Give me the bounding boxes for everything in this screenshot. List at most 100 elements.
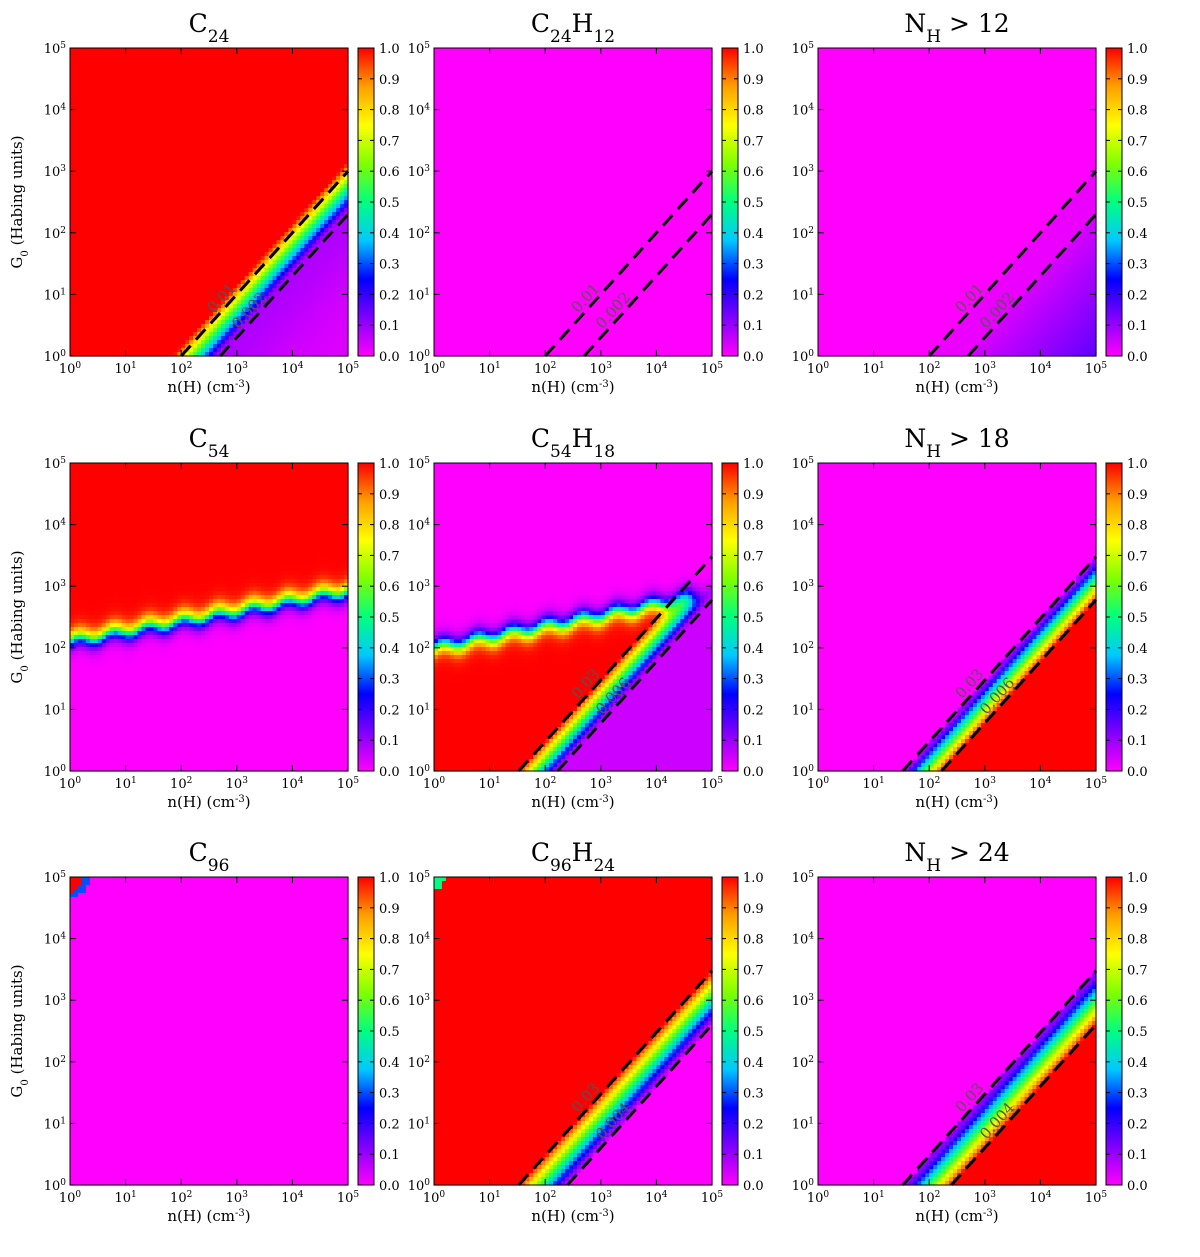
heatmap-cell: [292, 212, 297, 217]
heatmap-cell: [149, 232, 154, 237]
heatmap-cell: [189, 56, 194, 61]
heatmap-cell: [280, 172, 285, 177]
heatmap-cell: [98, 164, 103, 169]
heatmap-cell: [86, 244, 91, 249]
heatmap-cell: [181, 132, 186, 137]
heatmap-cell: [126, 208, 131, 213]
heatmap-cell: [237, 216, 242, 221]
heatmap-cell: [193, 216, 198, 221]
heatmap-cell: [70, 88, 75, 93]
heatmap-cell: [70, 144, 75, 149]
heatmap-cell: [269, 64, 274, 69]
heatmap-cell: [332, 136, 337, 141]
heatmap-cell: [265, 56, 270, 61]
heatmap-cell: [304, 188, 309, 193]
heatmap-cell: [332, 208, 337, 213]
heatmap-cell: [82, 48, 87, 53]
heatmap-cell: [70, 120, 75, 125]
heatmap-cell: [70, 240, 75, 245]
heatmap-cell: [233, 116, 238, 121]
heatmap-cell: [130, 208, 135, 213]
heatmap-cell: [126, 68, 131, 73]
heatmap-cell: [106, 244, 111, 249]
heatmap-cell: [340, 180, 345, 185]
heatmap-cell: [74, 168, 79, 173]
heatmap-cell: [86, 124, 91, 129]
heatmap-cell: [249, 236, 254, 241]
heatmap-cell: [82, 80, 87, 85]
heatmap-cell: [233, 144, 238, 149]
heatmap-cell: [193, 132, 198, 137]
heatmap-cell: [78, 168, 83, 173]
heatmap-cell: [149, 188, 154, 193]
heatmap-cell: [225, 132, 230, 137]
heatmap-cell: [134, 176, 139, 181]
heatmap-cell: [261, 52, 266, 57]
heatmap-cell: [336, 88, 341, 93]
heatmap-cell: [233, 180, 238, 185]
heatmap-cell: [205, 88, 210, 93]
heatmap-cell: [284, 204, 289, 209]
heatmap-cell: [122, 144, 127, 149]
heatmap-cell: [134, 216, 139, 221]
heatmap-cell: [157, 100, 162, 105]
heatmap-cell: [98, 108, 103, 113]
heatmap-cell: [165, 84, 170, 89]
heatmap-cell: [102, 204, 107, 209]
heatmap-cell: [257, 120, 262, 125]
heatmap-cell: [292, 88, 297, 93]
heatmap-cell: [288, 224, 293, 229]
heatmap-cell: [118, 228, 123, 233]
heatmap-cell: [74, 96, 79, 101]
heatmap-cell: [328, 100, 333, 105]
heatmap-cell: [98, 244, 103, 249]
heatmap-cell: [300, 60, 305, 65]
heatmap-cell: [78, 84, 83, 89]
heatmap-cell: [138, 208, 143, 213]
heatmap-cell: [284, 100, 289, 105]
heatmap-cell: [257, 160, 262, 165]
heatmap-cell: [126, 72, 131, 77]
heatmap-cell: [253, 228, 258, 233]
heatmap-cell: [181, 48, 186, 53]
heatmap-cell: [205, 224, 210, 229]
heatmap-cell: [134, 188, 139, 193]
heatmap-cell: [153, 140, 158, 145]
heatmap-cell: [134, 88, 139, 93]
heatmap-cell: [265, 104, 270, 109]
heatmap-cell: [102, 176, 107, 181]
heatmap-cell: [201, 176, 206, 181]
heatmap-cell: [177, 204, 182, 209]
heatmap-cell: [253, 204, 258, 209]
heatmap-cell: [217, 172, 222, 177]
heatmap-cell: [205, 192, 210, 197]
heatmap-cell: [284, 216, 289, 221]
heatmap-cell: [161, 184, 166, 189]
heatmap-cell: [217, 220, 222, 225]
heatmap-cell: [253, 192, 258, 197]
heatmap-cell: [70, 48, 75, 53]
heatmap-cell: [316, 140, 321, 145]
heatmap-cell: [265, 60, 270, 65]
heatmap-cell: [221, 124, 226, 129]
heatmap-cell: [126, 176, 131, 181]
heatmap-cell: [185, 200, 190, 205]
heatmap-cell: [94, 104, 99, 109]
heatmap-cell: [205, 164, 210, 169]
heatmap-cell: [201, 88, 206, 93]
heatmap-cell: [102, 168, 107, 173]
heatmap-cell: [320, 188, 325, 193]
heatmap-cell: [312, 100, 317, 105]
heatmap-cell: [300, 188, 305, 193]
heatmap-cell: [197, 176, 202, 181]
heatmap-cell: [74, 88, 79, 93]
heatmap-cell: [316, 176, 321, 181]
heatmap-cell: [90, 100, 95, 105]
heatmap-cell: [165, 152, 170, 157]
heatmap-cell: [312, 168, 317, 173]
heatmap-cell: [126, 124, 131, 129]
heatmap-cell: [249, 220, 254, 225]
heatmap-cell: [249, 84, 254, 89]
heatmap-cell: [94, 120, 99, 125]
heatmap-cell: [185, 172, 190, 177]
